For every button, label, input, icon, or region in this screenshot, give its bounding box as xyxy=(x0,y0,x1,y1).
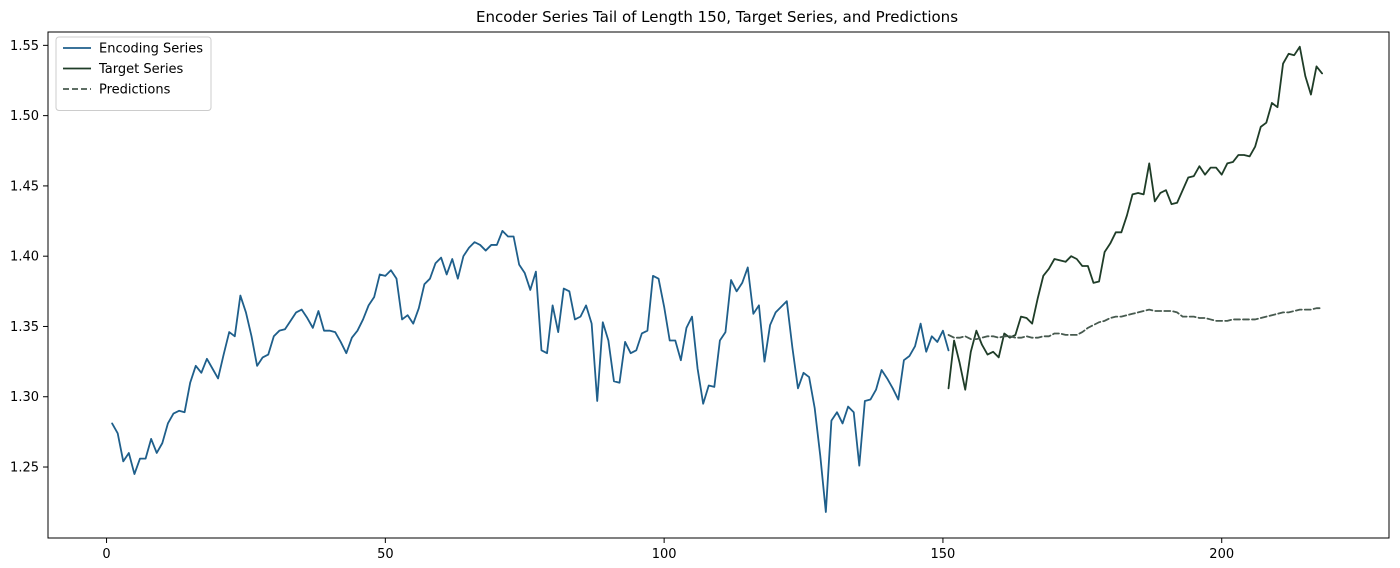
legend-label: Encoding Series xyxy=(99,42,203,57)
series-line-predictions xyxy=(947,307,1323,341)
legend-box xyxy=(55,36,212,111)
y-tick-label: 1.45 xyxy=(10,179,39,194)
plot-frame xyxy=(47,31,1390,539)
chart-title: Encoder Series Tail of Length 150, Targe… xyxy=(476,8,958,26)
x-tick-label: 100 xyxy=(652,547,677,562)
y-axis: 1.25 1.30 1.35 1.40 1.45 1.50 1.55 xyxy=(10,39,48,476)
y-tick-label: 1.40 xyxy=(10,250,39,265)
series-line-target-series xyxy=(947,45,1323,391)
x-tick-label: 200 xyxy=(1209,547,1234,562)
legend: Encoding Series Target Series Predictions xyxy=(55,36,212,111)
y-tick-label: 1.25 xyxy=(10,461,39,476)
y-tick-label: 1.35 xyxy=(10,320,39,335)
legend-label: Predictions xyxy=(99,83,171,98)
x-axis: 0 50 100 150 200 xyxy=(102,538,1234,562)
y-tick-label: 1.50 xyxy=(10,109,39,124)
series-layer xyxy=(111,45,1323,513)
y-tick-label: 1.30 xyxy=(10,390,39,405)
y-tick-label: 1.55 xyxy=(10,39,39,54)
x-tick-label: 50 xyxy=(377,547,394,562)
x-tick-label: 0 xyxy=(102,547,110,562)
x-tick-label: 150 xyxy=(931,547,956,562)
series-line-encoding-series xyxy=(111,229,950,513)
legend-label: Target Series xyxy=(98,62,184,77)
